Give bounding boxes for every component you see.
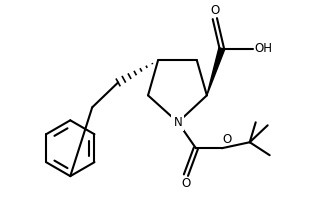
Text: O: O [181, 177, 191, 190]
Text: N: N [174, 116, 182, 129]
Text: OH: OH [255, 42, 273, 55]
Text: O: O [210, 4, 220, 17]
Text: O: O [223, 133, 232, 146]
Polygon shape [207, 48, 225, 95]
